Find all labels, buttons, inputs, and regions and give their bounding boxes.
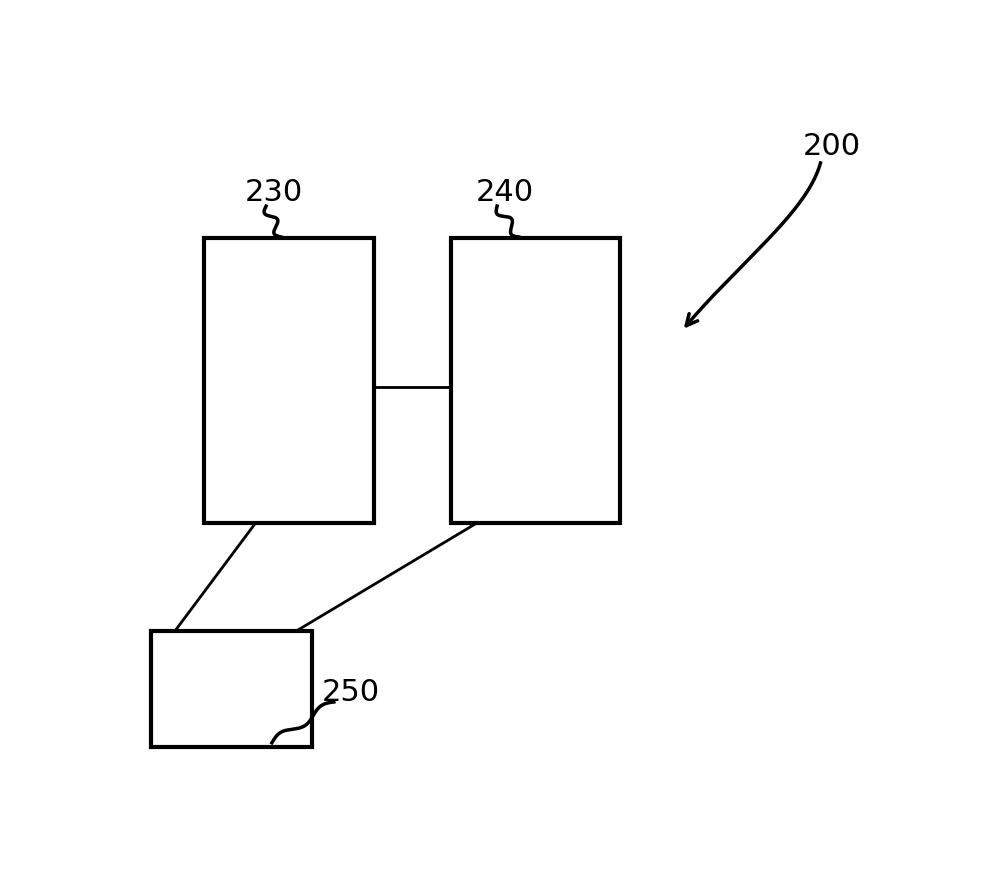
Bar	[451, 238, 620, 523]
Text: 230: 230	[245, 177, 303, 207]
Bar	[204, 238, 374, 523]
Text: 200: 200	[803, 132, 861, 160]
Text: 240: 240	[476, 177, 534, 207]
Text: 250: 250	[322, 678, 380, 707]
Bar	[151, 631, 312, 746]
